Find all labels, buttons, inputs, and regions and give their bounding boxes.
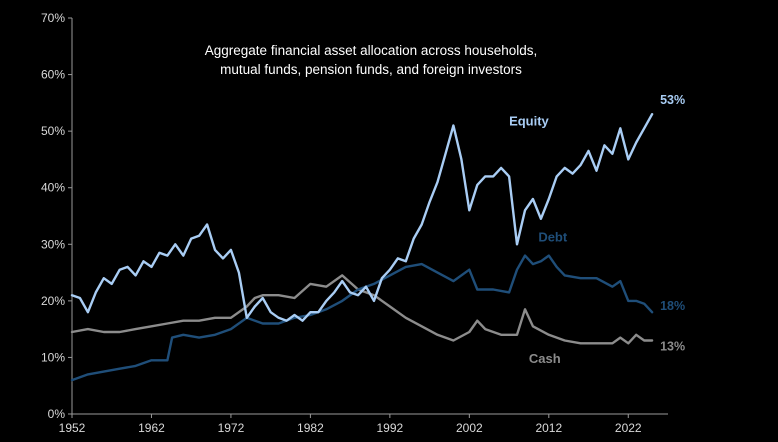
x-tick-label: 1982 [297,421,324,435]
y-tick-label: 70% [41,11,65,25]
axes: 0% 10% 20% 30% 40% 50% 60% 70% 1952 1962 1972 1982 1… [41,11,668,435]
series-label-debt: Debt [538,229,568,244]
chart-title-line-2: mutual funds, pension funds, and foreign… [220,62,522,77]
x-tick-label: 2012 [535,421,562,435]
series-label-cash: Cash [529,351,561,366]
end-value-label-debt: 18% [660,299,685,313]
x-tick-label: 1992 [377,421,404,435]
y-tick-label: 50% [41,124,65,138]
y-tick-label: 60% [41,68,65,82]
series-line-debt [70,254,654,382]
y-tick-label: 0% [48,407,66,421]
chart-title: Aggregate financial asset allocation acr… [205,43,537,77]
chart-title-line-1: Aggregate financial asset allocation acr… [205,43,537,58]
x-tick-label: 1952 [59,421,86,435]
end-value-label-cash: 13% [660,339,685,353]
series-line-cash [70,274,654,345]
end-value-label-equity: 53% [660,93,685,107]
y-tick-label: 10% [41,350,65,364]
series-lines [70,113,654,382]
series-labels: Equity Debt Cash 53% 18% 13% [509,93,685,366]
x-tick-label: 1962 [138,421,165,435]
x-tick-label: 1972 [218,421,245,435]
x-tick-label: 2002 [456,421,483,435]
series-label-equity: Equity [509,113,549,128]
series-line-equity [70,113,654,322]
y-tick-label: 40% [41,181,65,195]
x-tick-label: 2022 [615,421,642,435]
y-tick-label: 20% [41,294,65,308]
y-tick-label: 30% [41,237,65,251]
